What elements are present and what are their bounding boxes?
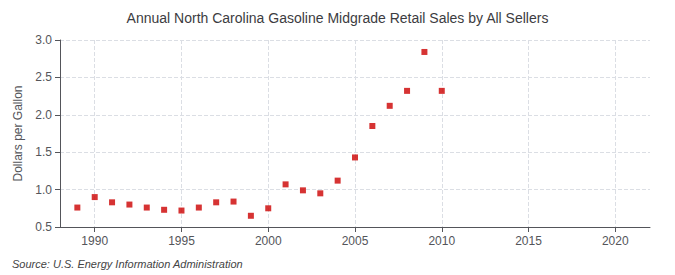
svg-text:1.5: 1.5 — [35, 145, 52, 159]
svg-text:2000: 2000 — [255, 234, 282, 248]
svg-text:Dollars per Gallon: Dollars per Gallon — [11, 85, 25, 181]
svg-text:2015: 2015 — [515, 234, 542, 248]
svg-text:2010: 2010 — [428, 234, 455, 248]
svg-text:0.5: 0.5 — [35, 220, 52, 234]
svg-text:1.0: 1.0 — [35, 183, 52, 197]
svg-text:1990: 1990 — [81, 234, 108, 248]
svg-text:2020: 2020 — [602, 234, 629, 248]
svg-text:2.0: 2.0 — [35, 108, 52, 122]
svg-text:3.0: 3.0 — [35, 33, 52, 47]
svg-text:1995: 1995 — [168, 234, 195, 248]
svg-text:Source: U.S. Energy Informatio: Source: U.S. Energy Information Administ… — [12, 258, 243, 270]
svg-text:2.5: 2.5 — [35, 70, 52, 84]
svg-text:2005: 2005 — [342, 234, 369, 248]
svg-text:Annual North Carolina Gasoline: Annual North Carolina Gasoline Midgrade … — [127, 10, 549, 26]
